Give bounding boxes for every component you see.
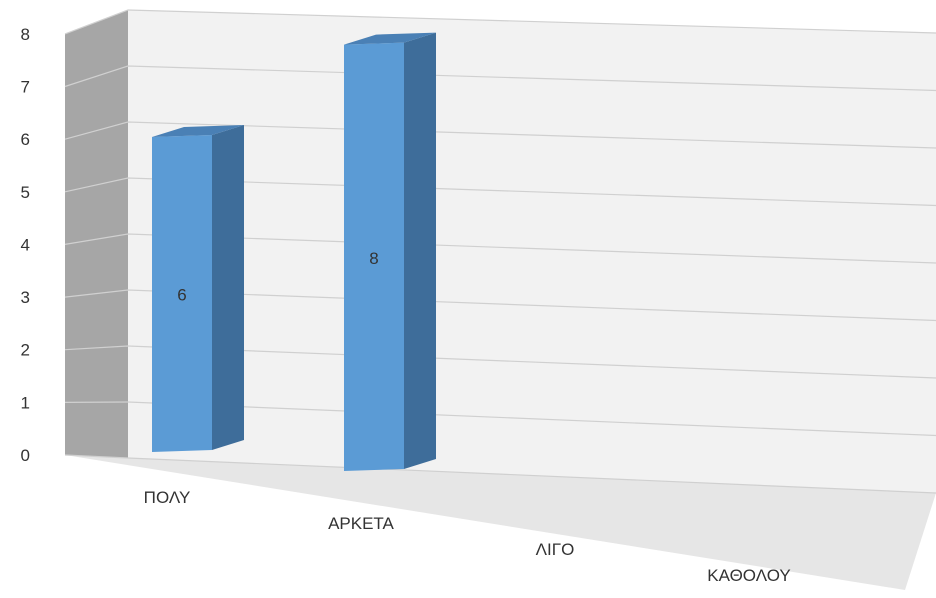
bar-front [152,135,212,452]
floor [65,455,936,590]
y-axis-ticks: 0 1 2 3 4 5 6 7 8 [21,25,30,465]
bar-top [344,32,436,45]
data-label: 8 [369,249,378,268]
gridlines [64,9,936,494]
data-label: 6 [177,286,186,305]
gridline [64,121,936,149]
gridline [64,454,936,494]
bars-group [152,32,436,471]
gridline [64,233,936,264]
x-tick-label: ΚΑΘΟΛΟΥ [707,566,790,585]
x-tick-label: ΛΙΓΟ [536,540,575,559]
back-wall [128,10,936,493]
y-tick-label: 5 [21,183,30,202]
y-tick-label: 6 [21,130,30,149]
y-tick-label: 4 [21,235,30,254]
gridline [64,401,936,437]
gridline [64,65,936,92]
y-tick-label: 3 [21,288,30,307]
bar-side [212,125,244,450]
data-labels: 68 [177,249,378,305]
bar-top [152,125,244,137]
gridline [64,345,936,379]
x-tick-label: ΑΡΚΕΤΑ [328,514,394,533]
x-axis-ticks: ΠΟΛΥ ΑΡΚΕΤΑ ΛΙΓΟ ΚΑΘΟΛΟΥ [144,488,791,585]
y-tick-label: 8 [21,25,30,44]
x-tick-label: ΠΟΛΥ [144,488,191,507]
gridline [64,289,936,322]
gridline [64,177,936,207]
chart-walls [65,10,936,590]
bar-front [344,42,404,471]
y-tick-label: 0 [21,446,30,465]
bar-side [404,32,436,469]
gridline [64,9,936,35]
y-tick-label: 7 [21,78,30,97]
y-tick-label: 1 [21,393,30,412]
side-wall [65,10,128,458]
y-tick-label: 2 [21,341,30,360]
